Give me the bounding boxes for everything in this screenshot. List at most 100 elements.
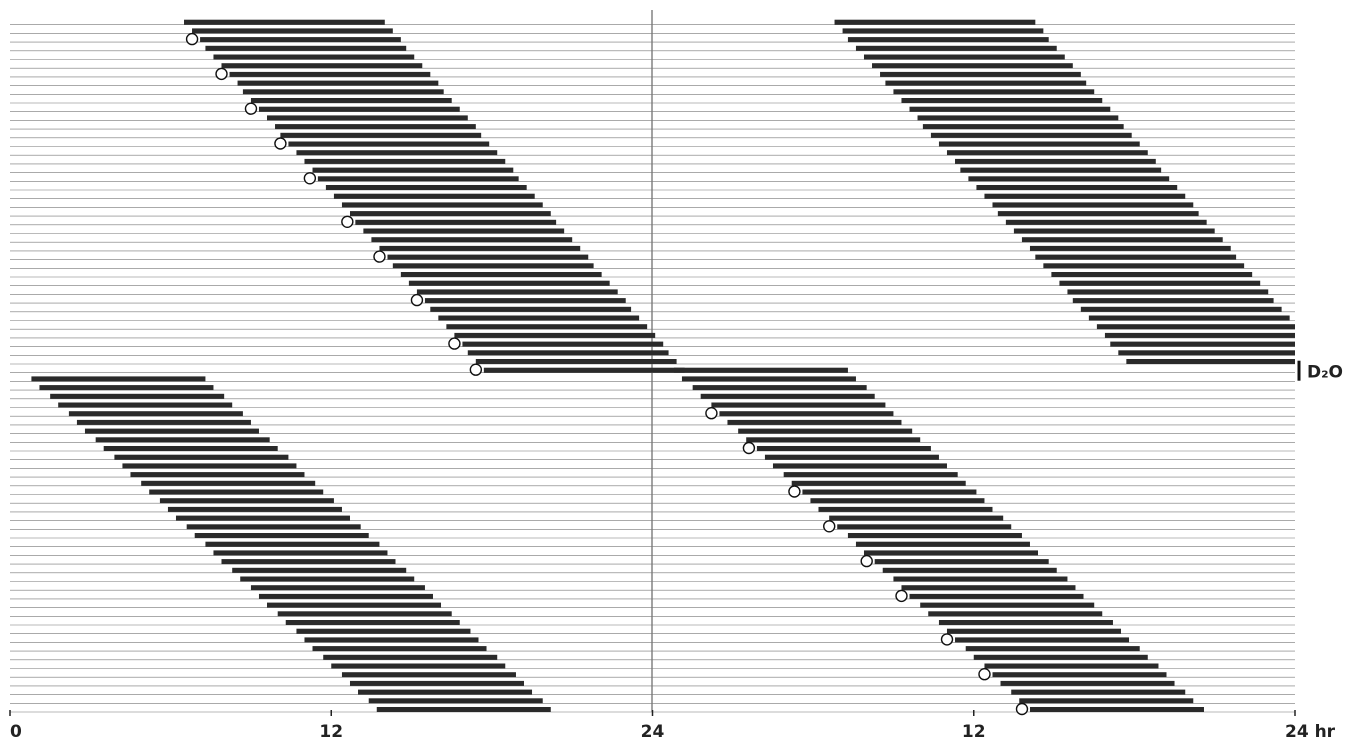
activity-bout <box>371 237 573 243</box>
activity-bout <box>1035 254 1237 260</box>
activity-bout <box>1019 698 1194 704</box>
x-tick-label: 24 hr <box>1285 722 1336 742</box>
activity-bout <box>349 211 551 217</box>
activity-bout <box>1072 298 1274 304</box>
activity-bout <box>376 707 551 712</box>
x-tick-label: 24 <box>641 722 665 742</box>
x-tick-label: 12 <box>962 722 986 742</box>
activity-bout <box>992 672 1167 678</box>
activity-bout <box>855 541 1030 547</box>
activity-bout <box>930 132 1132 138</box>
activity-bout <box>368 698 543 704</box>
activity-bout <box>184 19 385 25</box>
activity-bout <box>392 263 594 269</box>
activity-bout <box>475 359 677 364</box>
activity-bout <box>258 106 460 112</box>
activity-bout <box>984 193 1186 199</box>
activity-bout <box>700 393 875 399</box>
activity-bout <box>416 289 618 295</box>
onset-marker <box>469 363 483 376</box>
activity-bout <box>893 89 1095 95</box>
onset-marker <box>940 633 954 646</box>
activity-bout <box>213 54 415 60</box>
activity-bout <box>159 498 334 504</box>
activity-bout <box>312 646 487 652</box>
onset-marker <box>788 485 801 498</box>
activity-bout <box>909 106 1111 112</box>
activity-bout <box>965 646 1140 652</box>
activity-bout <box>122 463 297 469</box>
activity-bout <box>103 446 278 451</box>
activity-bout <box>1118 350 1295 356</box>
activity-bout <box>258 593 433 599</box>
activity-bout <box>810 498 985 504</box>
activity-bout <box>960 167 1162 173</box>
activity-bout <box>237 80 439 86</box>
activity-bout <box>893 576 1068 582</box>
activity-bout <box>1059 280 1261 286</box>
activity-bout <box>946 150 1148 156</box>
activity-bout <box>1000 680 1175 686</box>
activity-bout <box>855 45 1057 51</box>
activity-bout <box>341 672 516 678</box>
activity-bout <box>968 176 1170 182</box>
activity-bout <box>213 550 388 556</box>
x-tick-label: 12 <box>319 722 343 742</box>
activity-bout <box>221 559 396 565</box>
activity-bout <box>141 480 316 486</box>
activity-bout <box>673 367 848 373</box>
activity-bout <box>1013 228 1215 234</box>
activity-bout <box>267 115 468 121</box>
onset-marker <box>303 172 317 185</box>
activity-bout <box>992 202 1194 208</box>
activity-bout <box>50 393 225 399</box>
activity-bout <box>783 472 958 478</box>
activity-bout <box>232 567 407 573</box>
activity-bout <box>325 185 527 190</box>
activity-bout <box>1043 263 1245 269</box>
activity-bout <box>920 602 1095 608</box>
activity-bout <box>296 150 498 156</box>
activity-bout <box>882 567 1057 573</box>
activity-bout <box>194 533 369 538</box>
activity-bout <box>681 376 856 382</box>
activity-bout <box>719 411 894 417</box>
activity-bout <box>250 585 425 591</box>
activity-bout <box>323 654 498 660</box>
activity-bout <box>379 245 581 251</box>
activity-bout <box>1110 341 1295 347</box>
activity-bout <box>802 489 977 495</box>
activity-bout <box>114 454 289 460</box>
activity-bout <box>955 637 1130 643</box>
activity-bout <box>358 689 533 695</box>
activity-bout <box>746 437 921 443</box>
activity-bout <box>280 132 482 138</box>
onset-marker <box>185 32 199 46</box>
activity-bout <box>349 680 524 686</box>
activity-bout <box>229 71 431 77</box>
activity-bout <box>240 576 415 582</box>
activity-bout <box>1088 315 1290 321</box>
activity-bout <box>333 193 535 199</box>
onset-marker <box>823 520 836 533</box>
onset-marker <box>274 137 287 150</box>
activity-bout <box>275 124 476 130</box>
activity-bout <box>149 489 324 495</box>
onset-marker <box>895 589 908 603</box>
activity-bout <box>909 593 1084 599</box>
activity-bout <box>955 158 1156 164</box>
activity-bout <box>76 419 251 425</box>
x-tick-label: 0 <box>10 722 22 742</box>
activity-bout <box>834 19 1036 25</box>
activity-bout <box>1021 237 1223 243</box>
activity-bout <box>818 506 993 512</box>
activity-bout <box>1005 219 1207 225</box>
activity-bout <box>285 620 460 625</box>
activity-bout <box>296 628 471 634</box>
activity-bout <box>764 454 939 460</box>
onset-marker <box>341 215 354 229</box>
activity-bout <box>829 515 1004 521</box>
activity-bout <box>847 533 1022 538</box>
onset-marker <box>215 67 228 81</box>
